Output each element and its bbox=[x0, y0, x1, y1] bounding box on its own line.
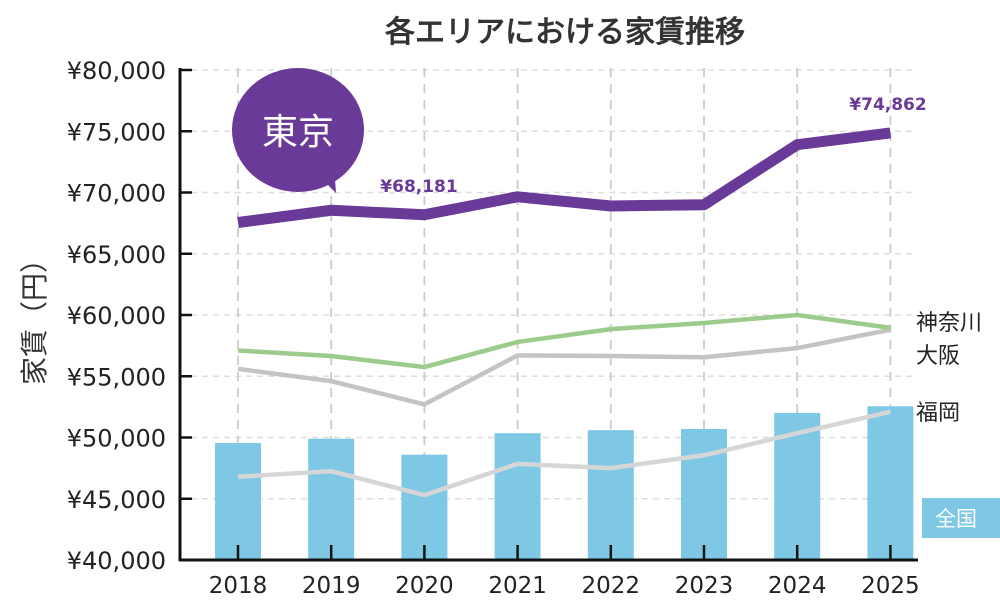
y-axis-label: 家賃（円） bbox=[18, 245, 51, 385]
x-tick-label: 2019 bbox=[302, 573, 361, 599]
series-label-2: 大阪 bbox=[916, 344, 960, 369]
x-tick-label: 2025 bbox=[861, 573, 920, 599]
line-2 bbox=[237, 327, 891, 407]
y-tick-label: ¥55,000 bbox=[67, 363, 166, 391]
x-tick-label: 2022 bbox=[582, 573, 641, 599]
bar-national bbox=[867, 406, 914, 560]
line-4 bbox=[237, 127, 892, 228]
data-label-tokyo: ¥68,181 bbox=[380, 177, 457, 197]
line-3 bbox=[237, 312, 891, 370]
series-label-3: 神奈川 bbox=[916, 311, 982, 336]
bar-national bbox=[494, 433, 541, 560]
bar-national bbox=[215, 443, 261, 560]
bar-national bbox=[401, 454, 448, 560]
series-label-1: 福岡 bbox=[916, 401, 960, 426]
chart-title: 各エリアにおける家賃推移 bbox=[384, 15, 745, 50]
y-tick-label: ¥45,000 bbox=[67, 486, 166, 514]
y-tick-label: ¥70,000 bbox=[67, 180, 166, 208]
x-tick-label: 2018 bbox=[209, 573, 268, 599]
x-tick-label: 2020 bbox=[395, 573, 454, 599]
bar-national bbox=[587, 430, 634, 560]
y-tick-label: ¥80,000 bbox=[67, 57, 166, 85]
x-tick-label: 2021 bbox=[488, 573, 547, 599]
line-1 bbox=[237, 409, 891, 498]
y-tick-label: ¥75,000 bbox=[67, 118, 166, 146]
x-tick-label: 2024 bbox=[768, 573, 827, 599]
legend-national-label: 全国 bbox=[935, 507, 977, 531]
y-tick-label: ¥60,000 bbox=[67, 302, 166, 330]
x-tick-label: 2023 bbox=[675, 573, 734, 599]
tokyo-callout-label: 東京 bbox=[262, 112, 334, 153]
y-tick-label: ¥40,000 bbox=[67, 547, 166, 575]
tokyo-callout: 東京 bbox=[232, 68, 364, 193]
bar-national bbox=[681, 428, 727, 560]
y-tick-label: ¥50,000 bbox=[67, 425, 166, 453]
data-label-tokyo: ¥74,862 bbox=[849, 95, 926, 115]
legend-national-box bbox=[922, 498, 1000, 538]
y-tick-label: ¥65,000 bbox=[67, 241, 166, 269]
bar-national bbox=[308, 438, 355, 560]
